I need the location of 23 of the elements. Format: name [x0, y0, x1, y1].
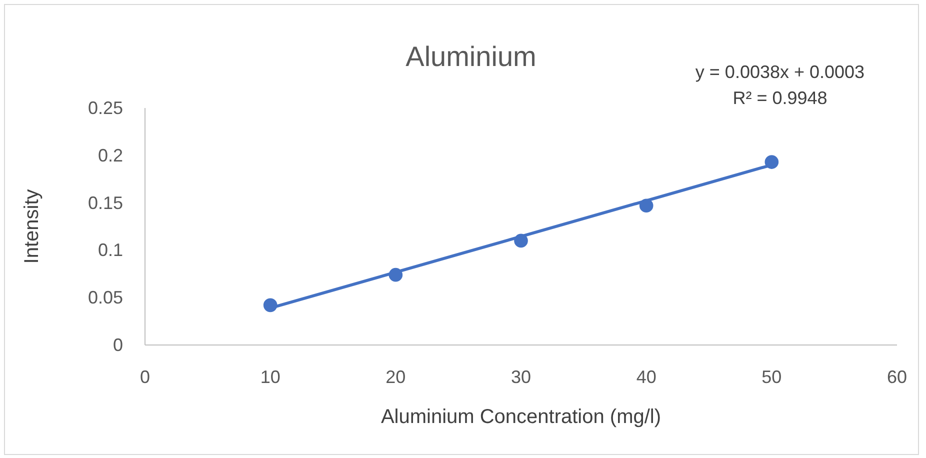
- y-tick-label: 0.15: [88, 192, 123, 213]
- x-tick-label: 40: [636, 367, 656, 387]
- x-tick-label: 20: [386, 367, 406, 387]
- point: [764, 155, 779, 169]
- y-tick-label: 0.25: [88, 98, 123, 118]
- y-tick-label: 0.2: [98, 145, 123, 166]
- point: [388, 268, 403, 282]
- point: [639, 198, 654, 213]
- x-tick-label: 10: [260, 367, 280, 387]
- y-tick-label: 0.1: [98, 240, 123, 260]
- point: [263, 298, 278, 312]
- y-axis-title: Intensity: [21, 189, 43, 264]
- x-axis-title: Aluminium Concentration (mg/l): [380, 406, 662, 428]
- x-tick-label: 30: [510, 367, 532, 387]
- chart-title: Aluminium: [406, 41, 536, 72]
- y-tick-label: 0: [112, 335, 123, 355]
- annotation: R² = 0.9948: [732, 88, 828, 108]
- point: [514, 234, 528, 248]
- x-tick-label: 0: [140, 367, 150, 387]
- text: y = 0.0038x + 0.0003: [695, 62, 865, 82]
- x-tick-label: 50: [762, 367, 782, 387]
- x-tick-label: 60: [886, 367, 908, 387]
- y-tick-label: 0.05: [88, 288, 123, 308]
